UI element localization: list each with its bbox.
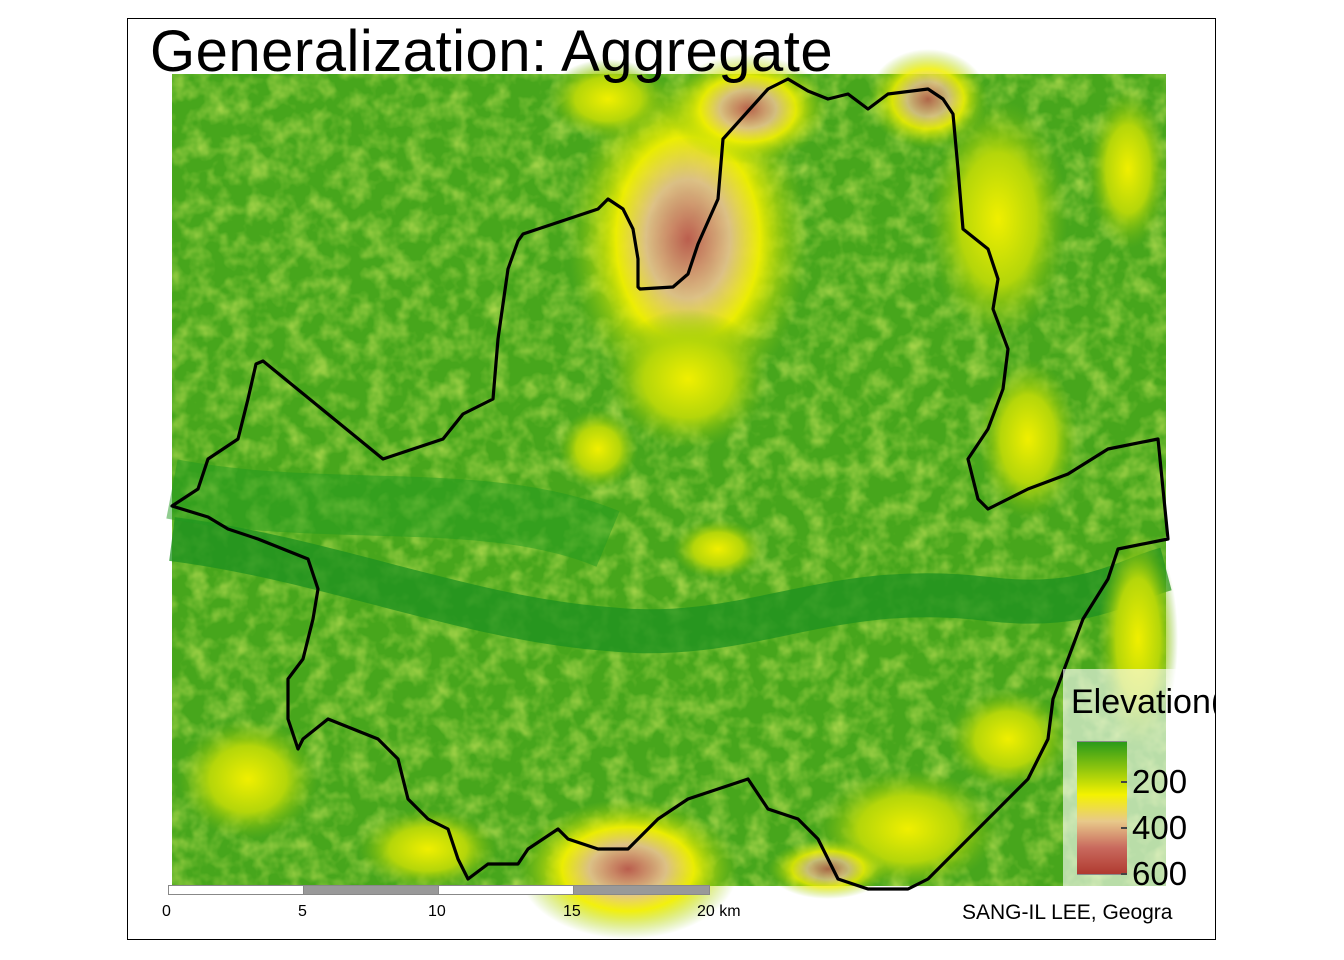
legend-label-200: 200	[1132, 763, 1188, 800]
legend-color-ramp	[1077, 741, 1127, 875]
legend-title: Elevation(m)	[1071, 683, 1215, 721]
map-title: Generalization: Aggregate	[150, 19, 834, 84]
legend-tick	[1121, 781, 1127, 783]
legend-label-400: 400	[1132, 809, 1188, 846]
scale-label-15: 15	[563, 903, 581, 920]
map-frame: Generalization: Aggregate Elevation(m) 2…	[127, 18, 1216, 940]
scale-label-10: 10	[428, 903, 446, 920]
river-corridor	[169, 517, 1173, 654]
legend-label-600: 600	[1132, 855, 1188, 892]
legend-tick	[1121, 873, 1127, 875]
scale-label-5: 5	[298, 903, 307, 920]
elevation-map	[166, 49, 1178, 939]
legend-tick	[1121, 827, 1127, 829]
legend: Elevation(m) 200 400 600	[1063, 669, 1215, 892]
scale-bar-segment	[303, 885, 439, 895]
seoul-boundary	[170, 77, 1170, 891]
scale-bar	[168, 885, 710, 897]
scale-bar-segment	[168, 885, 304, 895]
scale-bar-segment	[438, 885, 574, 895]
scale-bar-segment	[573, 885, 710, 895]
credit-text: SANG-IL LEE, Geogra	[962, 901, 1173, 924]
scale-label-0: 0	[162, 903, 171, 920]
scale-label-20km: 20 km	[697, 903, 741, 920]
